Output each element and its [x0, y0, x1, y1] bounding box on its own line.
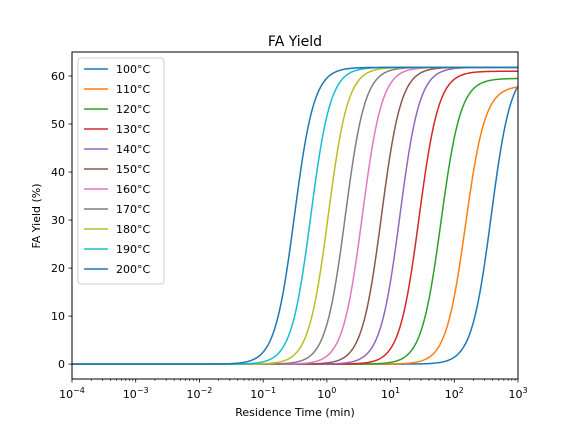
y-tick-label: 50 — [51, 118, 65, 131]
x-axis-label: Residence Time (min) — [235, 406, 354, 419]
y-tick-label: 60 — [51, 70, 65, 83]
legend-label: 100°C — [116, 63, 150, 76]
y-tick-label: 30 — [51, 214, 65, 227]
y-tick-label: 10 — [51, 310, 65, 323]
legend-label: 140°C — [116, 143, 150, 156]
legend-label: 120°C — [116, 103, 150, 116]
legend-label: 150°C — [116, 163, 150, 176]
y-axis-ticks: 0 10 20 30 40 50 60 — [51, 70, 72, 371]
legend-label: 180°C — [116, 223, 150, 236]
series-layer — [72, 66, 518, 365]
chart-title: FA Yield — [268, 34, 322, 50]
x-tick-label: 101 — [381, 386, 400, 401]
legend-label: 170°C — [116, 203, 150, 216]
x-axis-ticks: 10−4 10−3 10−2 10−1 100 101 102 103 — [59, 379, 528, 401]
y-tick-label: 40 — [51, 166, 65, 179]
x-tick-label: 103 — [508, 386, 527, 401]
x-tick-label: 10−2 — [187, 386, 213, 401]
y-tick-label: 0 — [58, 358, 65, 371]
legend-label: 110°C — [116, 83, 150, 96]
legend-label: 160°C — [116, 183, 150, 196]
legend-label: 190°C — [116, 243, 150, 256]
legend-box — [77, 57, 165, 285]
x-tick-label: 10−1 — [250, 386, 276, 401]
y-tick-label: 20 — [51, 262, 65, 275]
x-tick-label: 102 — [445, 386, 464, 401]
x-tick-label: 100 — [317, 386, 336, 401]
legend-label: 130°C — [116, 123, 150, 136]
legend: 100°C 110°C 120°C 130°C 140°C 150°C 160°C 170°C… — [77, 57, 165, 285]
y-axis-label: FA Yield (%) — [30, 183, 43, 248]
legend-label: 200°C — [116, 263, 150, 276]
plot-frame — [71, 51, 519, 380]
x-tick-label: 10−4 — [59, 386, 85, 401]
x-tick-label: 10−3 — [123, 386, 149, 401]
series-line-10 — [72, 66, 518, 365]
